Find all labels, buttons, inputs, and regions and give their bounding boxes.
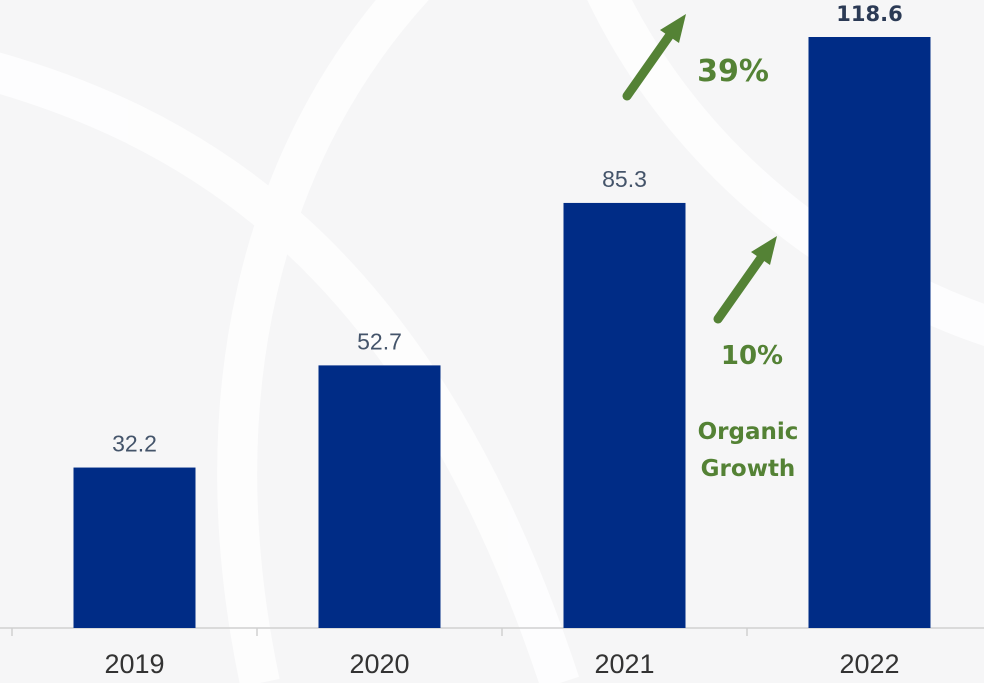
value-label: 52.7	[357, 328, 402, 354]
value-label: 85.3	[602, 166, 647, 192]
annotation: 39%	[697, 54, 769, 89]
annotation: Organic Growth	[697, 419, 799, 482]
bar	[73, 467, 196, 628]
x-tick-label: 2022	[839, 649, 899, 679]
bar	[563, 202, 686, 628]
annotation: 10%	[720, 341, 784, 371]
value-label: 118.6	[836, 2, 902, 26]
growth-arrows	[622, 14, 777, 324]
x-tick-label: 2019	[104, 649, 164, 679]
x-tick-label: 2021	[594, 649, 654, 679]
value-label: 32.2	[112, 431, 157, 457]
x-tick-label: 2020	[349, 649, 409, 679]
bar	[808, 37, 931, 628]
bar	[318, 365, 441, 628]
